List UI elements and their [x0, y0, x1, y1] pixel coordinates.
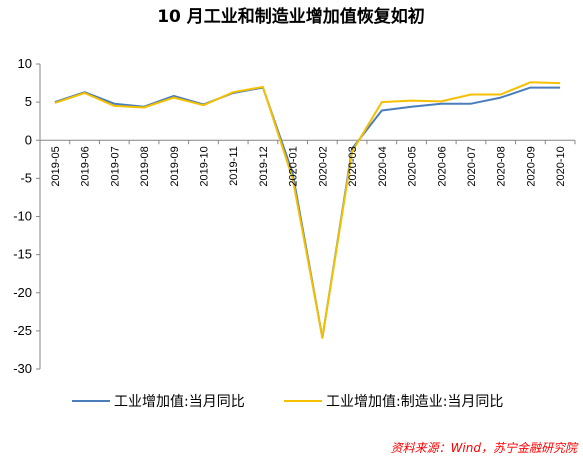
x-tick-label: 2019-07 — [109, 146, 121, 186]
x-tick-label: 2019-05 — [50, 146, 62, 186]
y-tick-label: 0 — [25, 132, 32, 147]
source-note: 资料来源：Wind，苏宁金融研究院 — [391, 441, 579, 455]
x-axis — [39, 139, 576, 145]
y-tick-label: -15 — [13, 247, 32, 262]
x-tick-label: 2020-08 — [496, 146, 508, 186]
x-tick-label: 2020-01 — [288, 146, 300, 186]
legend: 工业增加值:当月同比 工业增加值:制造业:当月同比 — [72, 394, 503, 410]
y-tick-label: -25 — [13, 323, 32, 338]
x-tick-label: 2020-05 — [407, 146, 419, 186]
y-tick-label: -20 — [13, 285, 32, 300]
x-tick-label: 2020-03 — [347, 146, 359, 186]
x-tick-label: 2019-11 — [228, 146, 240, 186]
chart-title: 10 月工业和制造业增加值恢复如初 — [157, 6, 425, 27]
x-tick-label: 2019-08 — [139, 146, 151, 186]
x-tick-label: 2020-04 — [377, 146, 389, 186]
y-tick-label: -30 — [13, 361, 32, 376]
x-tick-label: 2019-12 — [258, 146, 270, 186]
x-tick-label: 2019-09 — [169, 146, 181, 186]
series-line-1 — [54, 81, 561, 339]
y-tick-label: -5 — [20, 170, 32, 185]
x-tick-label: 2020-06 — [436, 146, 448, 186]
x-tick-label: 2020-07 — [466, 146, 478, 186]
x-tick-label: 2019-06 — [80, 146, 92, 186]
legend-label-industrial: 工业增加值:当月同比 — [114, 394, 245, 410]
y-tick-label: 5 — [25, 94, 32, 109]
y-tick-label: 10 — [18, 56, 32, 71]
x-tick-label: 2019-10 — [198, 146, 210, 186]
x-tick-label: 2020-02 — [317, 146, 329, 186]
x-tick-label: 2020-10 — [555, 146, 567, 186]
y-axis: 10 5 0 -5 -10 -15 -20 -25 -30 — [13, 56, 41, 376]
y-tick-label: -10 — [13, 209, 32, 224]
legend-label-manufacturing: 工业增加值:制造业:当月同比 — [326, 394, 503, 410]
x-tick-label: 2020-09 — [525, 146, 537, 186]
series-line-0 — [54, 86, 561, 339]
series-lines — [54, 81, 561, 339]
